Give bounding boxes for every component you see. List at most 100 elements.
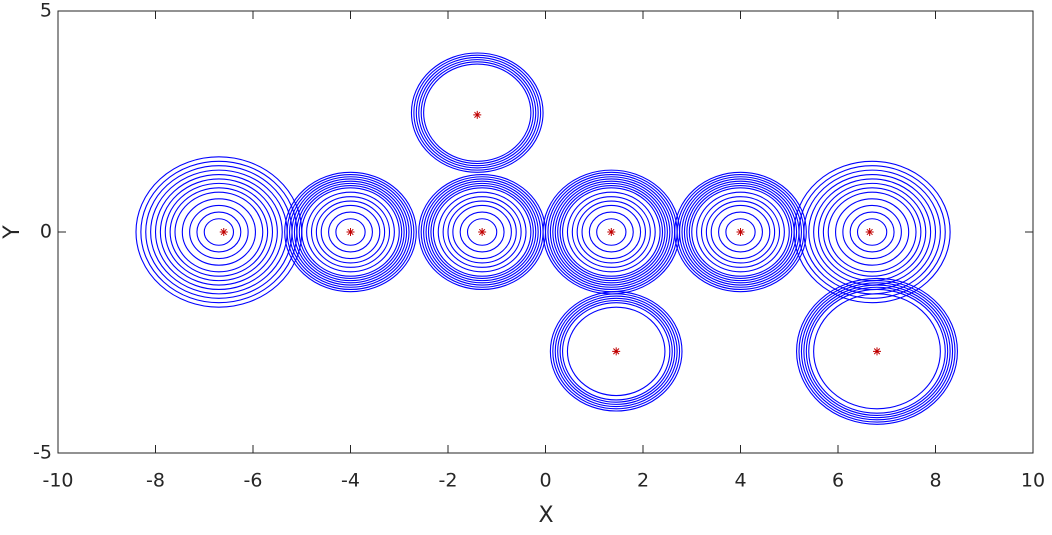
orbit <box>335 218 366 246</box>
y-tick-label: 0 <box>40 221 52 243</box>
equilibrium-point <box>612 347 621 356</box>
orbit <box>410 52 544 173</box>
orbit <box>425 180 539 284</box>
equilibrium-point <box>219 228 228 236</box>
orbit <box>559 185 664 279</box>
orbit <box>813 293 941 410</box>
orbit <box>588 211 634 253</box>
orbit <box>554 295 678 408</box>
orbit <box>447 200 517 264</box>
orbit <box>452 204 512 260</box>
orbit <box>808 288 946 414</box>
orbit <box>552 293 681 410</box>
orbit <box>310 196 391 268</box>
orbit <box>432 187 532 277</box>
orbit <box>798 165 946 299</box>
orbit <box>315 200 386 264</box>
orbit <box>696 191 785 273</box>
orbit <box>576 200 646 264</box>
orbit <box>306 191 395 273</box>
x-tick-label: 0 <box>539 470 551 492</box>
x-tick-label: 4 <box>734 470 746 492</box>
orbit <box>835 198 910 266</box>
orbit <box>291 178 410 286</box>
y-axis-label: Y <box>0 225 25 240</box>
orbit <box>420 61 534 165</box>
orbit <box>798 280 956 423</box>
orbit <box>718 211 763 253</box>
orbit <box>169 187 269 277</box>
equilibrium-point <box>478 228 487 236</box>
orbit <box>286 173 415 291</box>
orbit <box>856 218 888 246</box>
orbit <box>154 173 283 291</box>
orbit <box>549 291 683 412</box>
orbit <box>284 171 417 293</box>
orbit <box>413 54 542 171</box>
orbit <box>181 198 256 266</box>
orbit <box>581 204 642 260</box>
orbit <box>437 191 527 273</box>
orbit <box>189 204 249 260</box>
orbit <box>793 160 951 304</box>
orbit <box>803 284 951 419</box>
orbit <box>679 176 802 288</box>
orbit <box>466 218 498 246</box>
orbit <box>710 204 771 260</box>
orbit <box>805 286 949 416</box>
orbit <box>827 191 917 273</box>
orbit <box>842 204 902 260</box>
y-tick-label: -5 <box>33 442 52 464</box>
orbit <box>549 176 673 288</box>
orbit <box>196 211 242 253</box>
orbit <box>562 187 661 277</box>
orbit <box>203 218 235 246</box>
orbit <box>442 196 522 268</box>
x-tick-label: 6 <box>832 470 844 492</box>
orbit <box>705 200 776 264</box>
orbit <box>796 277 958 425</box>
orbit <box>566 191 656 273</box>
orbit <box>289 176 412 288</box>
orbit <box>159 178 278 286</box>
orbit <box>725 218 756 246</box>
orbit <box>822 187 922 277</box>
orbit <box>150 169 288 295</box>
orbit <box>557 297 676 405</box>
equilibrium-point <box>736 228 745 236</box>
equilibrium-point <box>346 228 355 236</box>
orbit <box>459 211 505 253</box>
orbit <box>552 178 671 286</box>
orbit <box>320 204 381 260</box>
equilibrium-point <box>865 228 874 236</box>
orbit <box>562 302 671 401</box>
x-tick-label: 10 <box>1021 470 1045 492</box>
orbit <box>683 180 798 284</box>
x-tick-label: -4 <box>341 470 360 492</box>
x-tick-label: 2 <box>637 470 649 492</box>
orbit <box>800 282 954 421</box>
orbit <box>298 185 403 279</box>
x-tick-label: -2 <box>439 470 458 492</box>
orbit <box>174 191 264 273</box>
orbit <box>418 59 537 167</box>
x-tick-label: -8 <box>146 470 165 492</box>
x-tick-label: -10 <box>42 470 73 492</box>
orbit <box>415 56 539 169</box>
orbit <box>566 306 666 397</box>
orbit <box>430 185 534 279</box>
orbit <box>571 196 651 268</box>
orbit <box>328 211 373 253</box>
orbit <box>559 299 673 403</box>
orbit <box>301 187 400 277</box>
equilibrium-point <box>607 228 616 236</box>
orbit <box>674 171 807 293</box>
orbit <box>596 218 627 246</box>
orbit <box>554 180 668 284</box>
orbit <box>700 196 781 268</box>
orbit <box>164 182 274 282</box>
orbit <box>557 182 666 282</box>
equilibrium-point <box>873 347 881 356</box>
orbit <box>849 211 895 253</box>
